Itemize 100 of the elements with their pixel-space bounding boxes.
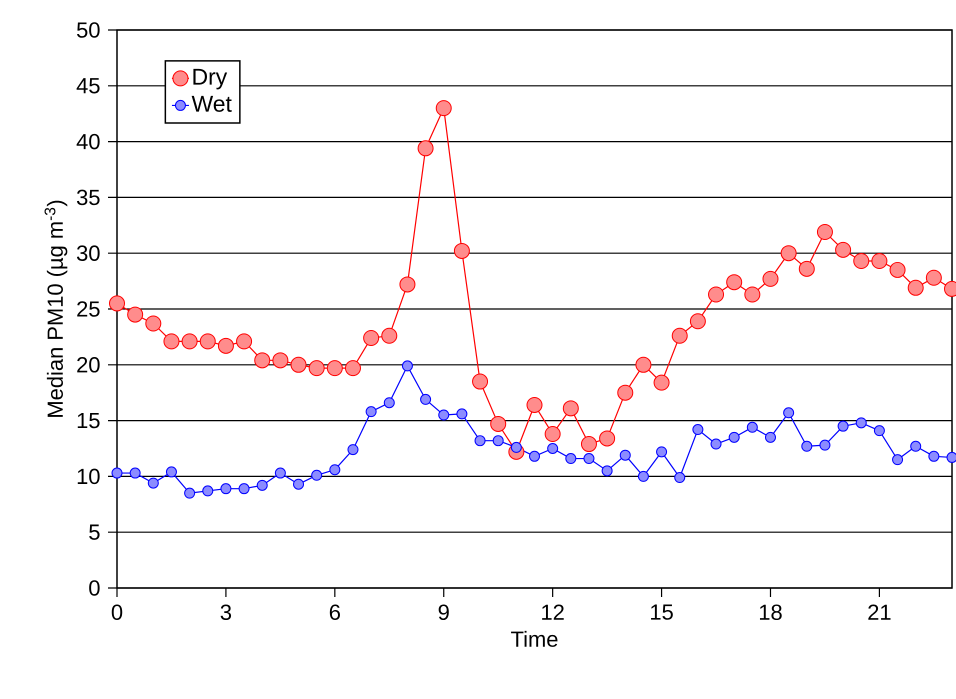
point bbox=[145, 316, 162, 332]
point bbox=[456, 408, 468, 420]
point bbox=[819, 440, 830, 451]
point bbox=[329, 464, 340, 476]
point bbox=[381, 328, 398, 344]
point bbox=[874, 425, 885, 436]
point bbox=[218, 338, 234, 354]
point bbox=[254, 352, 270, 368]
point bbox=[436, 100, 452, 116]
legend-label: Wet bbox=[192, 96, 232, 112]
x-tick-label: 6 bbox=[330, 604, 340, 620]
point bbox=[402, 360, 413, 372]
point bbox=[454, 242, 470, 259]
y-tick-label: 30 bbox=[76, 245, 100, 261]
point bbox=[816, 224, 833, 240]
point bbox=[892, 454, 904, 466]
point bbox=[835, 242, 852, 258]
point bbox=[762, 270, 778, 287]
point bbox=[783, 407, 794, 418]
y-tick-label: 25 bbox=[77, 301, 100, 317]
point bbox=[200, 333, 216, 350]
point bbox=[236, 333, 252, 350]
point bbox=[690, 313, 706, 330]
point bbox=[418, 140, 434, 156]
x-tick-label: 9 bbox=[438, 604, 449, 620]
point bbox=[565, 453, 576, 464]
point bbox=[871, 253, 888, 270]
point bbox=[638, 470, 649, 482]
y-tick-label: 35 bbox=[76, 190, 100, 206]
x-axis-title: Time bbox=[511, 630, 558, 647]
point bbox=[692, 424, 704, 436]
point bbox=[562, 400, 579, 416]
point bbox=[148, 478, 159, 489]
x-tick-label: 0 bbox=[112, 604, 122, 620]
y-tick-label: 15 bbox=[78, 412, 100, 428]
point bbox=[490, 416, 506, 432]
point bbox=[184, 488, 196, 499]
point bbox=[746, 422, 758, 433]
point bbox=[384, 397, 395, 408]
point bbox=[293, 478, 304, 490]
point bbox=[220, 483, 232, 494]
point bbox=[926, 270, 942, 286]
point bbox=[726, 274, 742, 290]
point bbox=[856, 417, 867, 428]
point bbox=[599, 430, 616, 446]
point bbox=[529, 450, 540, 462]
point bbox=[656, 446, 668, 458]
x-tick-label: 21 bbox=[868, 604, 891, 620]
point bbox=[910, 440, 922, 452]
point bbox=[674, 472, 686, 484]
point bbox=[344, 360, 361, 376]
point bbox=[347, 444, 358, 456]
point bbox=[492, 435, 504, 446]
point bbox=[547, 442, 558, 454]
point bbox=[311, 470, 322, 481]
point bbox=[838, 420, 849, 432]
point bbox=[780, 245, 797, 262]
point bbox=[728, 432, 740, 443]
point bbox=[635, 356, 652, 373]
point bbox=[654, 374, 670, 391]
y-tick-label: 10 bbox=[78, 468, 100, 484]
point bbox=[274, 468, 286, 479]
point bbox=[744, 286, 760, 302]
point bbox=[580, 436, 597, 452]
point bbox=[163, 333, 180, 350]
point bbox=[182, 333, 198, 350]
point bbox=[109, 295, 125, 312]
point bbox=[620, 450, 631, 461]
point bbox=[130, 468, 141, 479]
y-tick-label: 40 bbox=[76, 134, 100, 150]
y-axis-title: Median PM10 (µg m$^{-3}$) bbox=[44, 200, 68, 417]
y-tick-label: 20 bbox=[77, 357, 100, 373]
x-tick-label: 15 bbox=[651, 604, 673, 620]
point bbox=[526, 396, 543, 413]
point bbox=[764, 432, 776, 443]
point bbox=[672, 328, 688, 344]
y-tick-label: 50 bbox=[76, 22, 100, 38]
x-tick-label: 12 bbox=[542, 604, 564, 620]
point bbox=[256, 480, 268, 491]
point bbox=[166, 466, 177, 478]
point bbox=[474, 435, 486, 446]
point bbox=[308, 360, 325, 376]
point bbox=[238, 483, 250, 494]
point bbox=[363, 330, 380, 346]
point bbox=[544, 426, 561, 442]
point bbox=[928, 450, 940, 462]
point bbox=[202, 485, 214, 496]
y-tick-label: 45 bbox=[76, 78, 100, 94]
point bbox=[420, 394, 432, 405]
legend-label: Dry bbox=[193, 68, 228, 90]
point bbox=[798, 260, 815, 277]
point bbox=[583, 453, 594, 464]
point bbox=[272, 352, 288, 368]
point bbox=[801, 440, 812, 452]
point bbox=[617, 384, 634, 401]
point bbox=[890, 262, 906, 278]
point bbox=[602, 465, 613, 476]
point bbox=[127, 306, 144, 323]
point bbox=[399, 276, 416, 292]
y-tick-label: 5 bbox=[89, 524, 100, 540]
